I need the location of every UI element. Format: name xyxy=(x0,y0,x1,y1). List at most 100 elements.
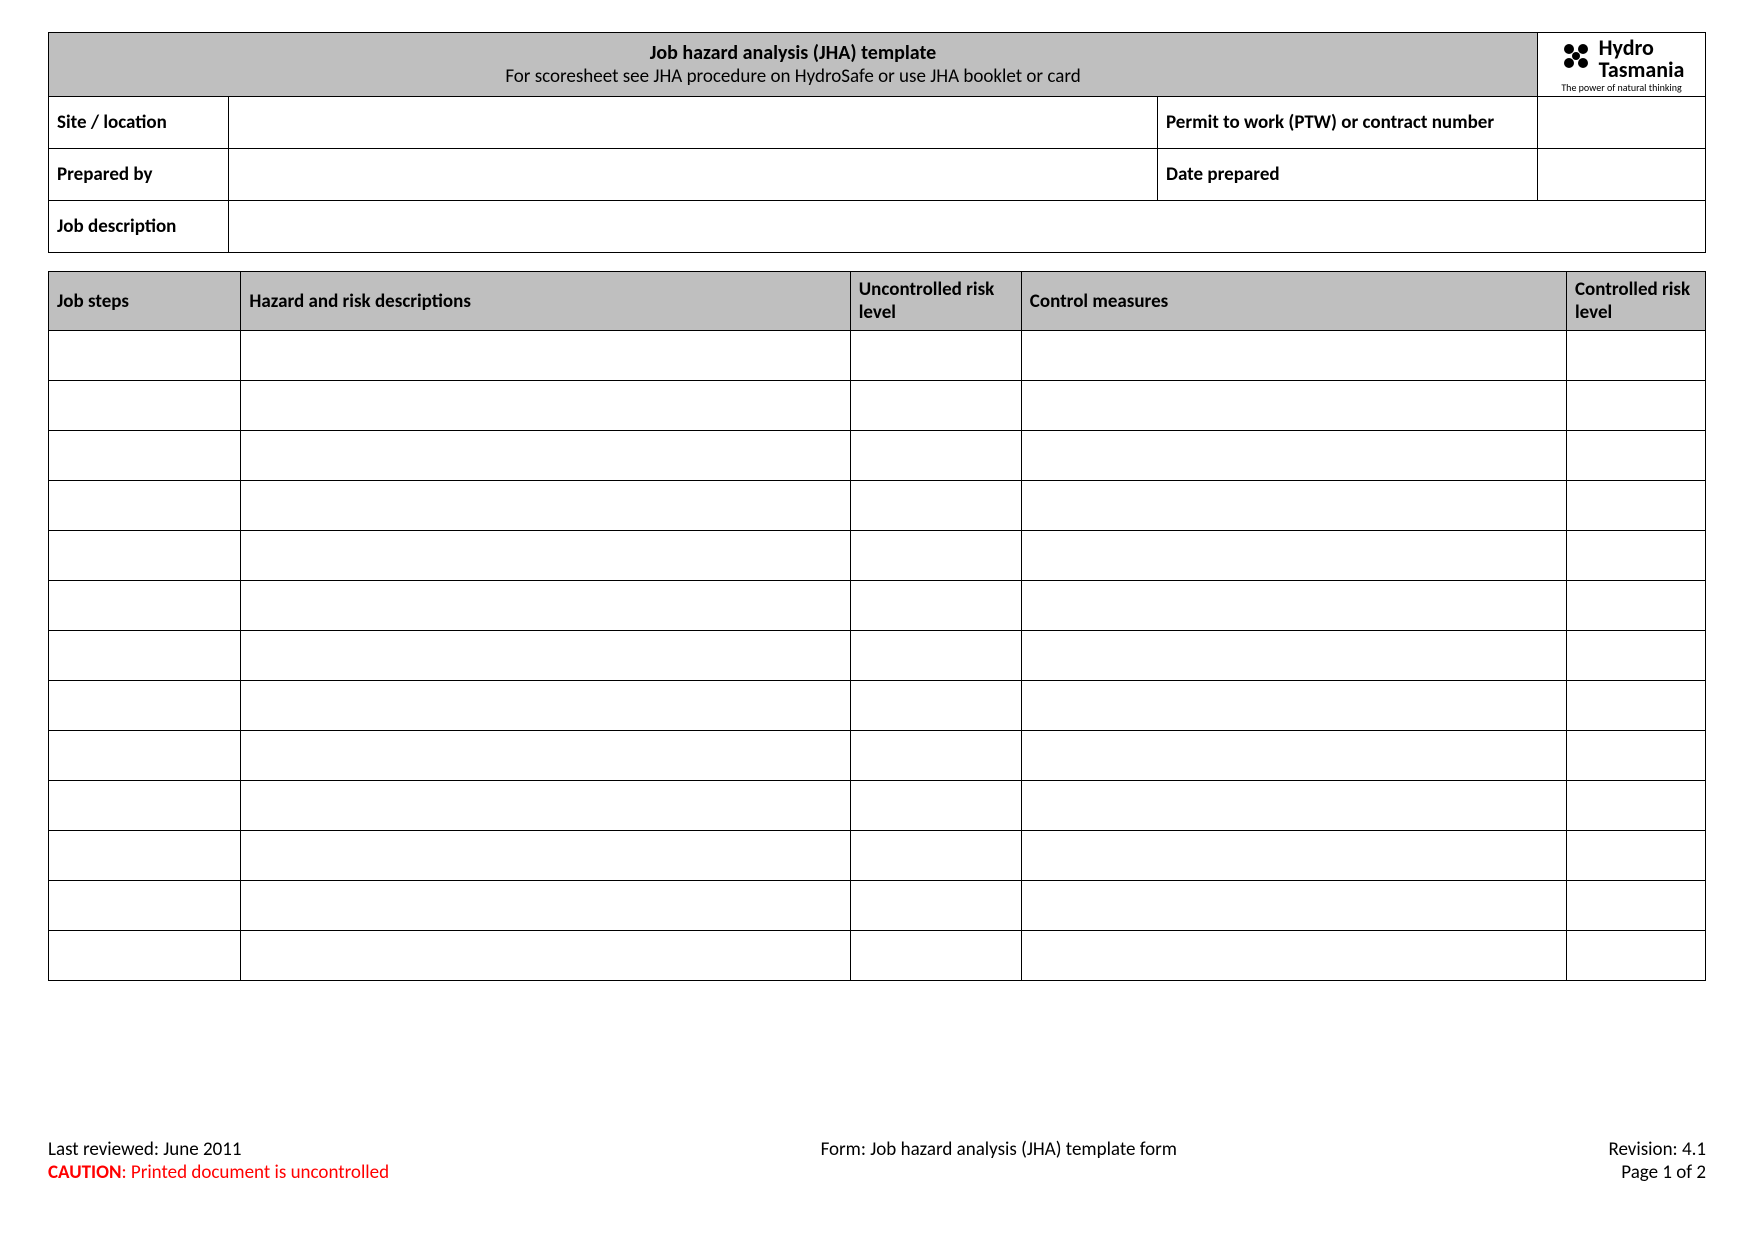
table-cell[interactable] xyxy=(1567,381,1706,431)
table-cell[interactable] xyxy=(1567,681,1706,731)
table-cell[interactable] xyxy=(1567,331,1706,381)
table-cell[interactable] xyxy=(850,481,1021,531)
table-cell[interactable] xyxy=(1567,831,1706,881)
table-cell[interactable] xyxy=(850,431,1021,481)
table-cell[interactable] xyxy=(850,731,1021,781)
steps-table: Job steps Hazard and risk descriptions U… xyxy=(48,271,1706,981)
table-cell[interactable] xyxy=(850,931,1021,981)
table-cell[interactable] xyxy=(1567,781,1706,831)
table-cell[interactable] xyxy=(850,831,1021,881)
table-cell[interactable] xyxy=(1021,831,1566,881)
table-cell[interactable] xyxy=(850,531,1021,581)
table-cell[interactable] xyxy=(49,631,241,681)
table-cell[interactable] xyxy=(241,531,850,581)
table-cell[interactable] xyxy=(850,681,1021,731)
date-label: Date prepared xyxy=(1158,149,1538,201)
table-cell[interactable] xyxy=(49,781,241,831)
table-cell[interactable] xyxy=(49,881,241,931)
table-cell[interactable] xyxy=(1021,431,1566,481)
col-job-steps: Job steps xyxy=(49,272,241,331)
col-uncontrolled-risk: Uncontrolled risk level xyxy=(850,272,1021,331)
table-cell[interactable] xyxy=(1021,781,1566,831)
job-desc-label: Job description xyxy=(49,201,229,253)
table-row xyxy=(49,681,1706,731)
job-desc-value[interactable] xyxy=(229,201,1706,253)
table-cell[interactable] xyxy=(850,581,1021,631)
table-cell[interactable] xyxy=(241,831,850,881)
table-cell[interactable] xyxy=(1021,531,1566,581)
site-label: Site / location xyxy=(49,97,229,149)
table-cell[interactable] xyxy=(241,931,850,981)
table-row xyxy=(49,581,1706,631)
table-cell[interactable] xyxy=(850,631,1021,681)
table-cell[interactable] xyxy=(241,581,850,631)
table-cell[interactable] xyxy=(1021,681,1566,731)
table-cell[interactable] xyxy=(49,731,241,781)
table-cell[interactable] xyxy=(241,881,850,931)
table-cell[interactable] xyxy=(241,381,850,431)
table-cell[interactable] xyxy=(49,381,241,431)
table-cell[interactable] xyxy=(49,931,241,981)
table-cell[interactable] xyxy=(1567,881,1706,931)
table-cell[interactable] xyxy=(1567,531,1706,581)
table-cell[interactable] xyxy=(1567,931,1706,981)
table-cell[interactable] xyxy=(1021,581,1566,631)
table-cell[interactable] xyxy=(1567,431,1706,481)
table-cell[interactable] xyxy=(241,431,850,481)
form-title: Job hazard analysis (JHA) template xyxy=(57,41,1529,65)
table-cell[interactable] xyxy=(241,731,850,781)
logo-tagline: The power of natural thinking xyxy=(1561,83,1681,93)
form-name: Form: Job hazard analysis (JHA) template… xyxy=(821,1138,1177,1161)
table-cell[interactable] xyxy=(850,781,1021,831)
date-value[interactable] xyxy=(1538,149,1706,201)
table-cell[interactable] xyxy=(49,581,241,631)
table-cell[interactable] xyxy=(1021,931,1566,981)
table-cell[interactable] xyxy=(1567,631,1706,681)
page-number: Page 1 of 2 xyxy=(1608,1161,1706,1184)
table-row xyxy=(49,381,1706,431)
table-cell[interactable] xyxy=(1567,731,1706,781)
table-cell[interactable] xyxy=(49,531,241,581)
table-row xyxy=(49,481,1706,531)
table-row xyxy=(49,781,1706,831)
table-cell[interactable] xyxy=(1021,881,1566,931)
table-cell[interactable] xyxy=(49,331,241,381)
table-cell[interactable] xyxy=(241,331,850,381)
table-cell[interactable] xyxy=(1021,481,1566,531)
form-subtitle: For scoresheet see JHA procedure on Hydr… xyxy=(57,65,1529,88)
ptw-value[interactable] xyxy=(1538,97,1706,149)
table-cell[interactable] xyxy=(1567,581,1706,631)
prepared-by-value[interactable] xyxy=(229,149,1158,201)
table-cell[interactable] xyxy=(1021,381,1566,431)
last-reviewed: Last reviewed: June 2011 xyxy=(48,1138,389,1161)
table-row xyxy=(49,881,1706,931)
table-row xyxy=(49,531,1706,581)
table-cell[interactable] xyxy=(241,631,850,681)
caution-line: CAUTION: Printed document is uncontrolle… xyxy=(48,1161,389,1184)
site-value[interactable] xyxy=(229,97,1158,149)
table-cell[interactable] xyxy=(1021,631,1566,681)
table-cell[interactable] xyxy=(241,781,850,831)
table-row xyxy=(49,731,1706,781)
table-cell[interactable] xyxy=(241,681,850,731)
table-cell[interactable] xyxy=(49,681,241,731)
table-cell[interactable] xyxy=(241,481,850,531)
table-cell[interactable] xyxy=(49,431,241,481)
table-cell[interactable] xyxy=(49,831,241,881)
page-footer: Last reviewed: June 2011 CAUTION: Printe… xyxy=(48,1138,1706,1184)
table-row xyxy=(49,931,1706,981)
steps-header-row: Job steps Hazard and risk descriptions U… xyxy=(49,272,1706,331)
col-control-measures: Control measures xyxy=(1021,272,1566,331)
table-cell[interactable] xyxy=(1021,731,1566,781)
logo-icon xyxy=(1559,39,1593,79)
table-cell[interactable] xyxy=(1021,331,1566,381)
col-hazard: Hazard and risk descriptions xyxy=(241,272,850,331)
table-cell[interactable] xyxy=(1567,481,1706,531)
col-controlled-risk: Controlled risk level xyxy=(1567,272,1706,331)
table-cell[interactable] xyxy=(850,331,1021,381)
table-cell[interactable] xyxy=(850,881,1021,931)
ptw-label: Permit to work (PTW) or contract number xyxy=(1158,97,1538,149)
table-cell[interactable] xyxy=(49,481,241,531)
table-row xyxy=(49,831,1706,881)
table-cell[interactable] xyxy=(850,381,1021,431)
